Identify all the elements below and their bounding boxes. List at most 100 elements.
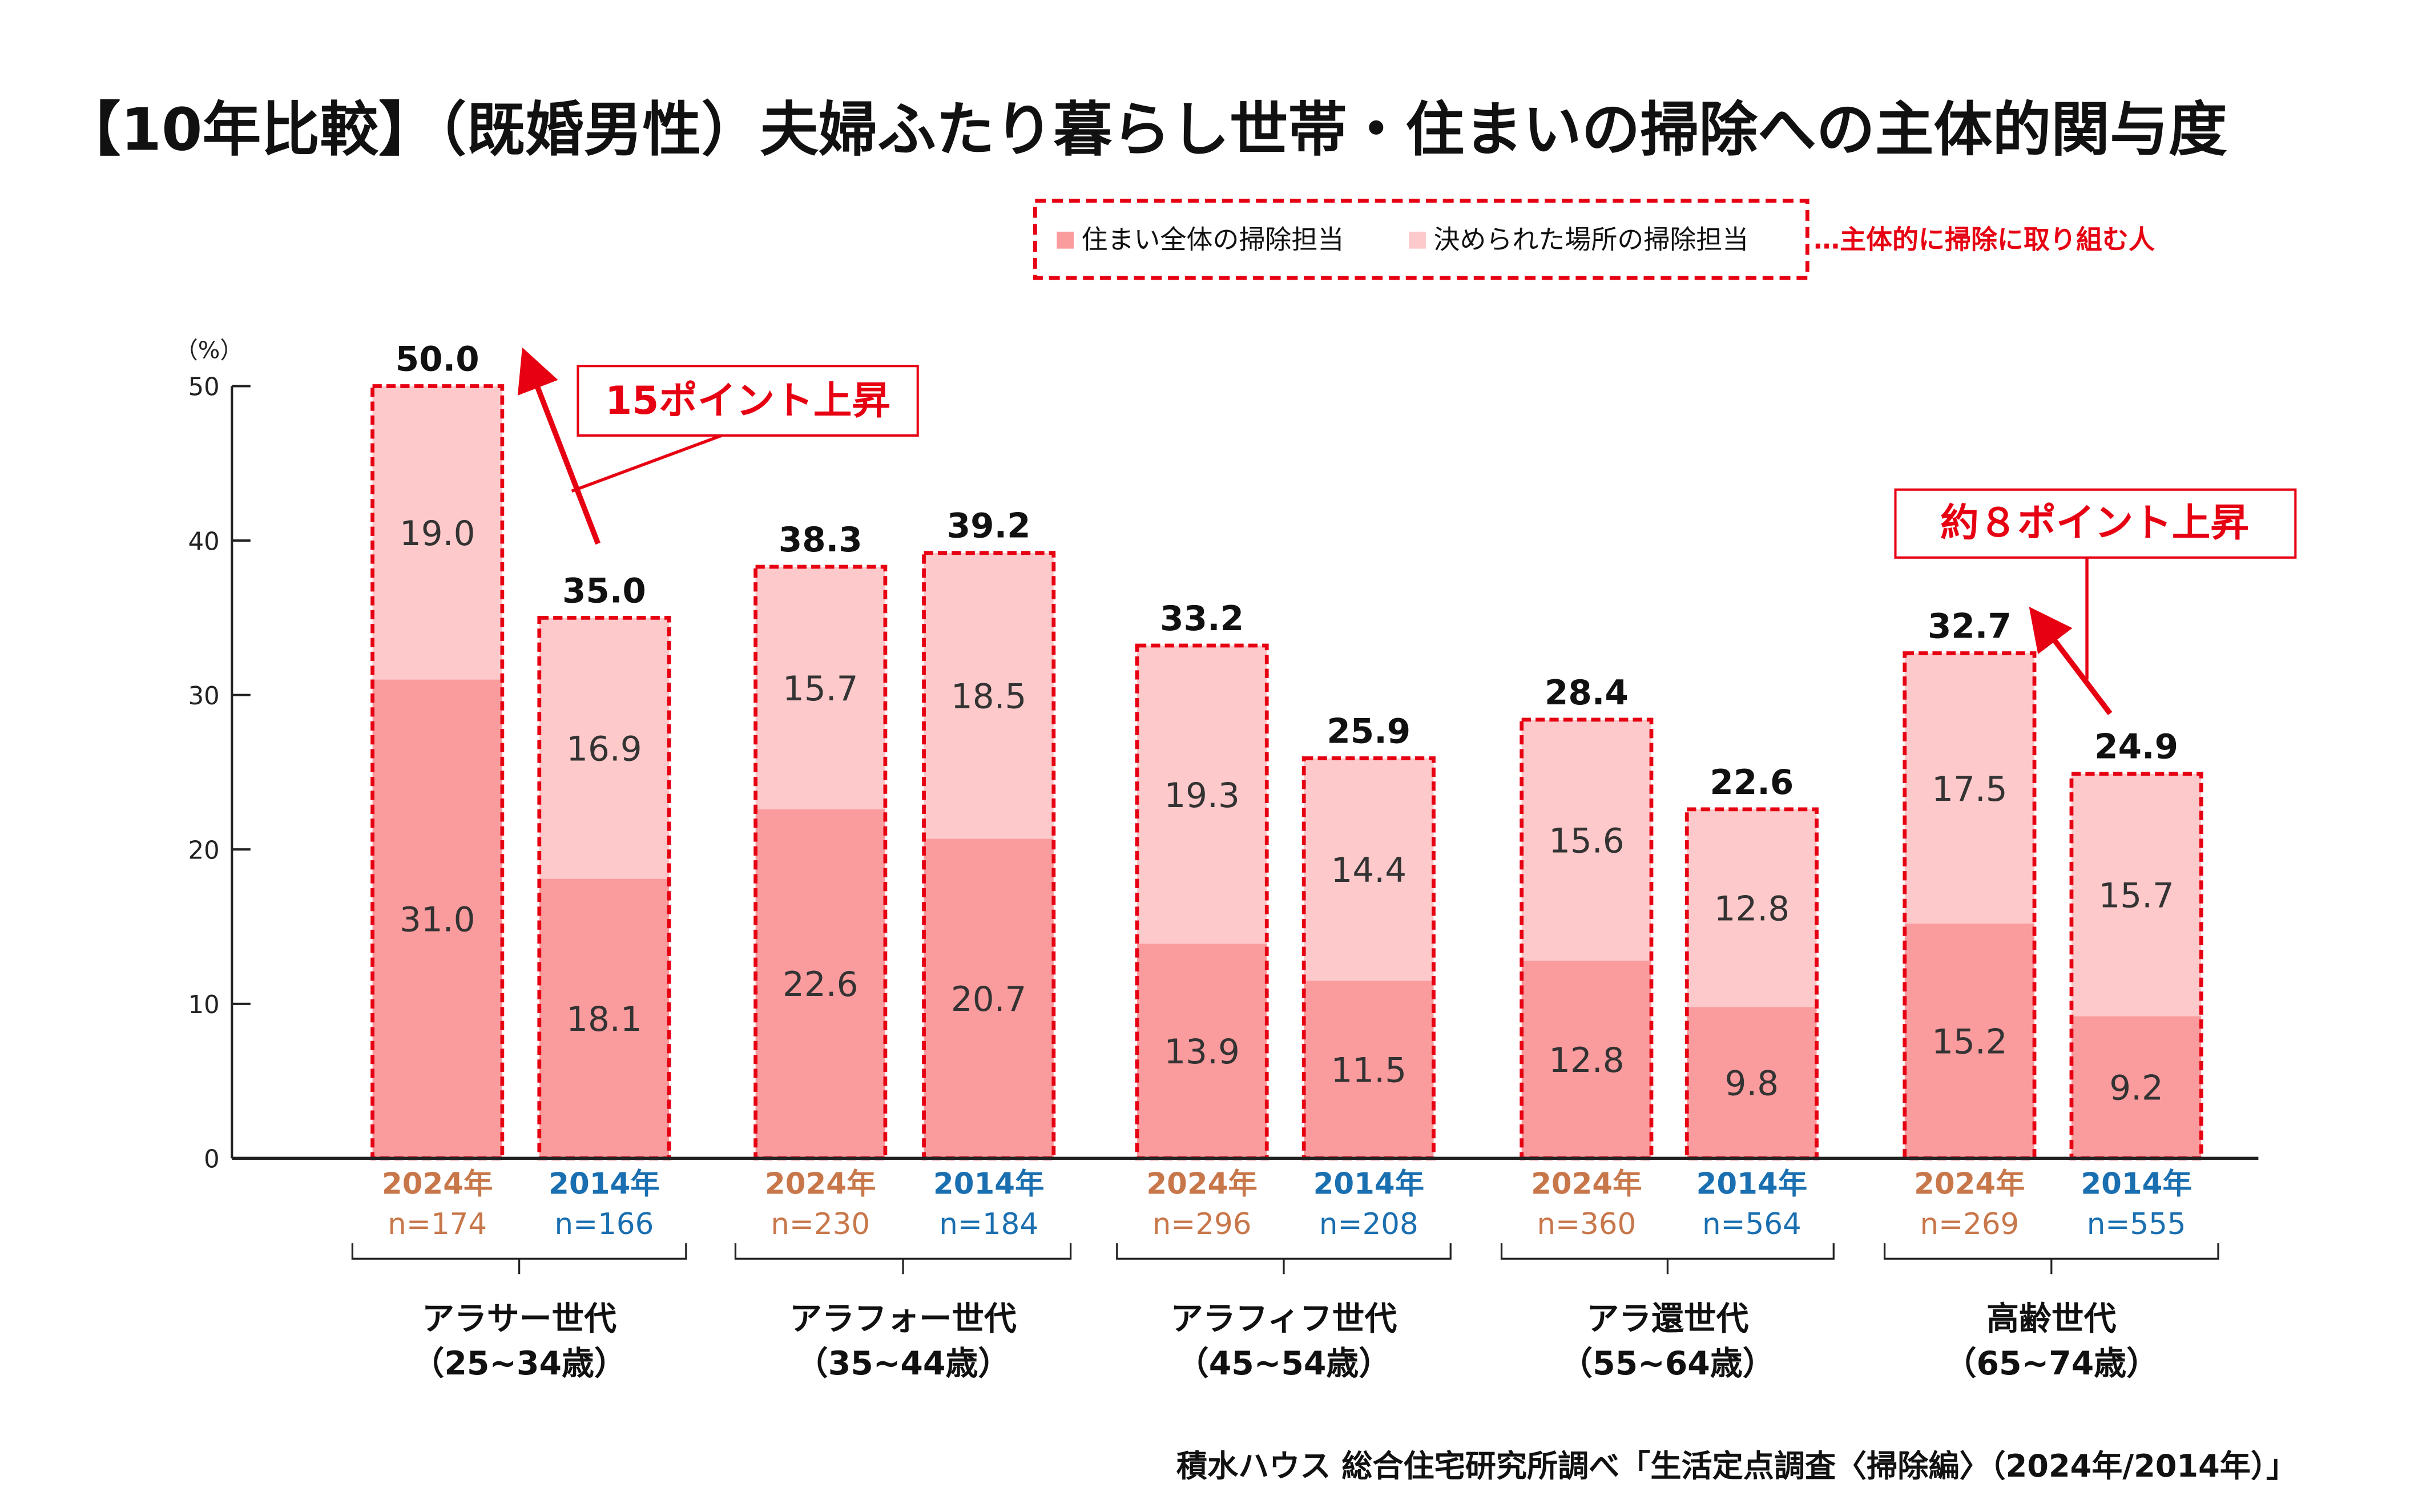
y-tick-label: 10 [188, 991, 220, 1019]
legend-note: …主体的に掃除に取り組む人 [1813, 224, 2155, 255]
y-axis: 0 10 20 30 40 50 [188, 373, 251, 1174]
group-age: （25~34歳） [412, 1345, 627, 1382]
bar-total-outline [1135, 643, 1269, 1160]
x-label-n: n=269 [1920, 1207, 2019, 1241]
legend-swatch-whole [1057, 231, 1074, 249]
group-bracket [1116, 1243, 1452, 1275]
label-total: 35.0 [562, 571, 646, 611]
chart-title: 【10年比較】（既婚男性）夫婦ふたり暮らし世帯・住まいの掃除への主体的関与度 [62, 96, 2227, 164]
bar-whole [924, 838, 1054, 1159]
x-label-n: n=174 [388, 1207, 487, 1241]
bars: 31.0 19.0 50.0 2024年 n=174 18.1 16.9 35.0 2014年 n… [232, 340, 2259, 1382]
x-label-year: 2014年 [2081, 1167, 2191, 1201]
group-bracket [734, 1243, 1072, 1275]
bar-whole [1521, 961, 1651, 1159]
label-total: 38.3 [779, 521, 863, 560]
bar-whole [1304, 981, 1434, 1159]
x-label-n: n=208 [1319, 1207, 1418, 1241]
bar-whole [1904, 924, 2035, 1159]
bar-whole [1687, 1007, 1817, 1159]
legend-place: 決められた場所の掃除担当 [1433, 224, 1748, 255]
label-place: 14.4 [1331, 851, 1407, 890]
bar-place [924, 553, 1054, 839]
y-tick-label: 50 [188, 373, 220, 402]
bar-whole [755, 809, 885, 1159]
label-place: 19.0 [400, 514, 475, 554]
label-place: 16.9 [566, 730, 642, 769]
x-label-n: n=555 [2087, 1207, 2186, 1241]
y-tick-label: 40 [188, 527, 220, 556]
label-total: 22.6 [1710, 763, 1794, 803]
label-total: 24.9 [2094, 728, 2178, 767]
bar-whole [539, 878, 670, 1159]
label-whole: 9.8 [1725, 1064, 1779, 1103]
x-label-year: 2014年 [1313, 1167, 1424, 1201]
group-label: アラ還世代 [1586, 1300, 1748, 1338]
x-label-year: 2024年 [382, 1167, 493, 1201]
bar-place [1904, 653, 2035, 924]
group-bracket [1500, 1243, 1835, 1275]
y-tick-label: 30 [188, 682, 220, 711]
x-label-n: n=564 [1702, 1207, 1802, 1241]
label-whole: 20.7 [951, 980, 1027, 1019]
label-total: 32.7 [1928, 607, 2012, 647]
label-place: 15.7 [783, 670, 859, 709]
x-label-year: 2024年 [1146, 1167, 1257, 1201]
group-age: （45~54歳） [1176, 1345, 1391, 1382]
label-whole: 11.5 [1331, 1051, 1407, 1090]
annotation-8pt-text: 約８ポイント上昇 [1940, 500, 2249, 545]
bar-place [539, 618, 670, 879]
label-whole: 18.1 [566, 1000, 642, 1039]
bar-place [755, 567, 885, 809]
group-age: （55~64歳） [1560, 1345, 1775, 1382]
x-label-n: n=230 [771, 1207, 870, 1241]
x-label-n: n=166 [555, 1207, 654, 1241]
x-label-n: n=184 [939, 1207, 1038, 1241]
label-whole: 12.8 [1549, 1041, 1625, 1080]
bar-whole [2071, 1016, 2202, 1159]
annotation-8pt: 約８ポイント上昇 [1894, 488, 2297, 715]
legend: 住まい全体の掃除担当 決められた場所の掃除担当 …主体的に掃除に取り組む人 [1033, 199, 2155, 280]
bar-place [1304, 758, 1434, 981]
bar-place [1521, 719, 1651, 961]
x-label-year: 2014年 [933, 1167, 1044, 1201]
y-tick-label: 20 [188, 836, 220, 865]
y-tick-label: 0 [204, 1146, 220, 1174]
legend-swatch-place [1409, 231, 1426, 249]
bar-place [2071, 773, 2202, 1017]
label-total: 28.4 [1545, 674, 1629, 713]
group-label: アラサー世代 [422, 1300, 616, 1338]
bar-place [372, 386, 502, 680]
bar-total-outline [1301, 756, 1436, 1160]
label-place: 17.5 [1932, 770, 2008, 809]
x-label-n: n=296 [1152, 1207, 1252, 1241]
label-place: 15.6 [1549, 822, 1625, 861]
x-label-year: 2024年 [1914, 1167, 2025, 1201]
x-label-year: 2014年 [1696, 1167, 1807, 1201]
label-total: 33.2 [1160, 599, 1244, 639]
annotation-15pt-text: 15ポイント上昇 [605, 378, 890, 423]
group-label: 高齢世代 [1986, 1300, 2116, 1338]
label-total: 39.2 [947, 507, 1031, 546]
label-total: 25.9 [1327, 712, 1410, 752]
label-place: 19.3 [1164, 776, 1240, 816]
label-whole: 13.9 [1164, 1033, 1240, 1072]
bar-place [1687, 809, 1817, 1007]
label-place: 18.5 [951, 678, 1027, 717]
x-label-year: 2024年 [765, 1167, 876, 1201]
label-total: 50.0 [396, 340, 479, 379]
label-whole: 22.6 [783, 965, 859, 1005]
annotation-15pt: 15ポイント上昇 [517, 347, 919, 545]
legend-whole: 住まい全体の掃除担当 [1082, 224, 1344, 255]
bar-whole [1137, 944, 1267, 1159]
bar-place [1137, 646, 1267, 944]
source-note: 積水ハウス 総合住宅研究所調べ「生活定点調査〈掃除編〉（2024年/2014年）… [1176, 1448, 2297, 1484]
group-age: （35~44歳） [796, 1345, 1010, 1382]
y-axis-label: （%） [175, 337, 243, 364]
bar-whole [372, 679, 502, 1159]
group-bracket [351, 1243, 687, 1275]
label-place: 12.8 [1714, 890, 1790, 929]
group-label: アラフォー世代 [789, 1300, 1017, 1338]
label-whole: 31.0 [400, 901, 475, 940]
